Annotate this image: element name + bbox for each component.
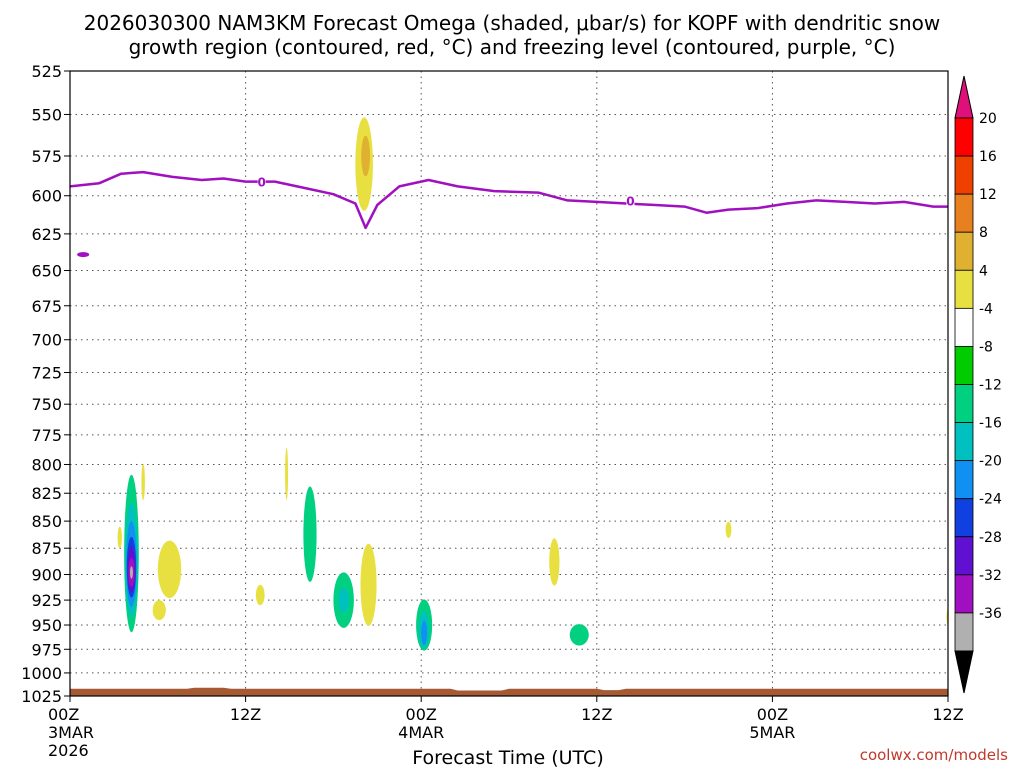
x-axis-label: Forecast Time (UTC) <box>412 747 603 768</box>
y-tick-label: 800 <box>31 455 62 474</box>
omega-contour-region <box>360 543 377 626</box>
colorbar-tick-label: 12 <box>979 187 997 203</box>
y-tick-label: 975 <box>31 640 62 659</box>
colorbar-band <box>954 231 974 271</box>
x-tick-label: 00Z <box>48 705 79 724</box>
chart-title-line1: 2026030300 NAM3KM Forecast Omega (shaded… <box>84 11 940 35</box>
colorbar-tick-label: -4 <box>979 301 993 317</box>
y-tick-label: 525 <box>31 62 62 81</box>
omega-shading <box>117 117 948 651</box>
x-tick-label: 12Z <box>932 705 963 724</box>
x-tick-year-label: 2026 <box>48 741 89 760</box>
y-tick-label: 775 <box>31 426 62 445</box>
colorbar-band <box>954 422 974 462</box>
y-tick-label: 900 <box>31 566 62 585</box>
colorbar-band <box>954 384 974 423</box>
x-tick-date-label: 4MAR <box>398 723 444 742</box>
colorbar-band <box>954 117 974 157</box>
colorbar-band <box>954 193 974 233</box>
colorbar-band <box>954 536 974 576</box>
omega-contour-region <box>361 135 370 177</box>
omega-contour-region <box>157 540 182 599</box>
y-tick-label: 1000 <box>21 664 62 683</box>
y-tick-label: 750 <box>31 395 62 414</box>
colorbar-band <box>954 612 974 652</box>
y-tick-label: 550 <box>31 105 62 124</box>
y-tick-label: 600 <box>31 187 62 206</box>
plot-area <box>70 71 948 696</box>
colorbar-tick-label: 8 <box>979 225 988 241</box>
omega-contour-region <box>117 526 122 549</box>
y-tick-label: 675 <box>31 297 62 316</box>
y-tick-label: 850 <box>31 512 62 531</box>
colorbar-band <box>954 269 974 309</box>
omega-contour-region <box>129 566 133 579</box>
omega-contour-region <box>421 620 428 646</box>
omega-contour-region <box>285 447 289 500</box>
colorbar-tick-label: -8 <box>979 339 993 355</box>
freezing-level-label: 0 <box>258 176 266 190</box>
x-tick-label: 12Z <box>230 705 261 724</box>
colorbar-band <box>954 346 974 385</box>
colorbar-top-arrow <box>954 75 974 119</box>
omega-contour-region <box>152 600 166 621</box>
colorbar-tick-label: -28 <box>979 530 1002 546</box>
freezing-level-contour: 00 <box>70 170 948 258</box>
x-tick-date-label: 5MAR <box>749 723 795 742</box>
y-tick-label: 625 <box>31 225 62 244</box>
y-axis: 525 550 575 600 625 650 675 700 725 750 775 800 825 8… <box>21 62 70 706</box>
colorbar: 20 16 12 8 4 -4 -8 -12 -16 -20 -24 -28 -32 -36 <box>954 75 1002 694</box>
omega-contour-region <box>303 486 317 582</box>
colorbar-band <box>954 307 974 347</box>
omega-contour-region <box>549 538 560 586</box>
colorbar-tick-label: -36 <box>979 606 1002 622</box>
x-tick-label: 00Z <box>757 705 788 724</box>
plot-frame <box>69 70 949 697</box>
y-tick-label: 950 <box>31 616 62 635</box>
y-tick-label: 650 <box>31 262 62 281</box>
x-tick-label: 12Z <box>581 705 612 724</box>
y-tick-label: 875 <box>31 539 62 558</box>
colorbar-tick-label: -24 <box>979 492 1002 508</box>
omega-contour-region <box>569 624 589 646</box>
colorbar-band <box>954 155 974 195</box>
colorbar-tick-label: -32 <box>979 568 1002 584</box>
y-tick-label: 700 <box>31 331 62 350</box>
omega-contour-region <box>338 587 349 613</box>
colorbar-tick-label: 4 <box>979 263 988 279</box>
colorbar-band <box>954 498 974 538</box>
colorbar-tick-label: -12 <box>979 378 1002 394</box>
colorbar-tick-label: 16 <box>979 149 997 165</box>
y-tick-label: 1025 <box>21 687 62 706</box>
credit-text: coolwx.com/models <box>860 746 1008 764</box>
colorbar-tick-label: 20 <box>979 111 997 127</box>
terrain-surface <box>70 687 948 696</box>
x-tick-label: 00Z <box>406 705 437 724</box>
freezing-label-bg <box>257 175 266 188</box>
colorbar-band <box>954 460 974 500</box>
colorbar-band <box>954 574 974 614</box>
freezing-label-bg <box>626 194 635 207</box>
freezing-level-line <box>70 170 948 230</box>
y-tick-label: 725 <box>31 364 62 383</box>
y-tick-label: 925 <box>31 591 62 610</box>
omega-contour-region <box>725 521 732 539</box>
y-tick-label: 825 <box>31 484 62 503</box>
y-tick-label: 575 <box>31 147 62 166</box>
x-tick-date-label: 3MAR <box>48 723 94 742</box>
chart-title-line2: growth region (contoured, red, °C) and f… <box>129 35 896 59</box>
colorbar-tick-label: -16 <box>979 416 1002 432</box>
omega-contour-region <box>255 584 265 606</box>
freezing-level-blob <box>77 252 90 258</box>
grid-lines <box>70 71 948 696</box>
omega-contour-region <box>141 463 145 501</box>
colorbar-bottom-arrow <box>954 650 974 694</box>
colorbar-tick-label: -20 <box>979 454 1002 470</box>
terrain-fill <box>70 687 948 696</box>
freezing-level-label: 0 <box>626 194 634 208</box>
